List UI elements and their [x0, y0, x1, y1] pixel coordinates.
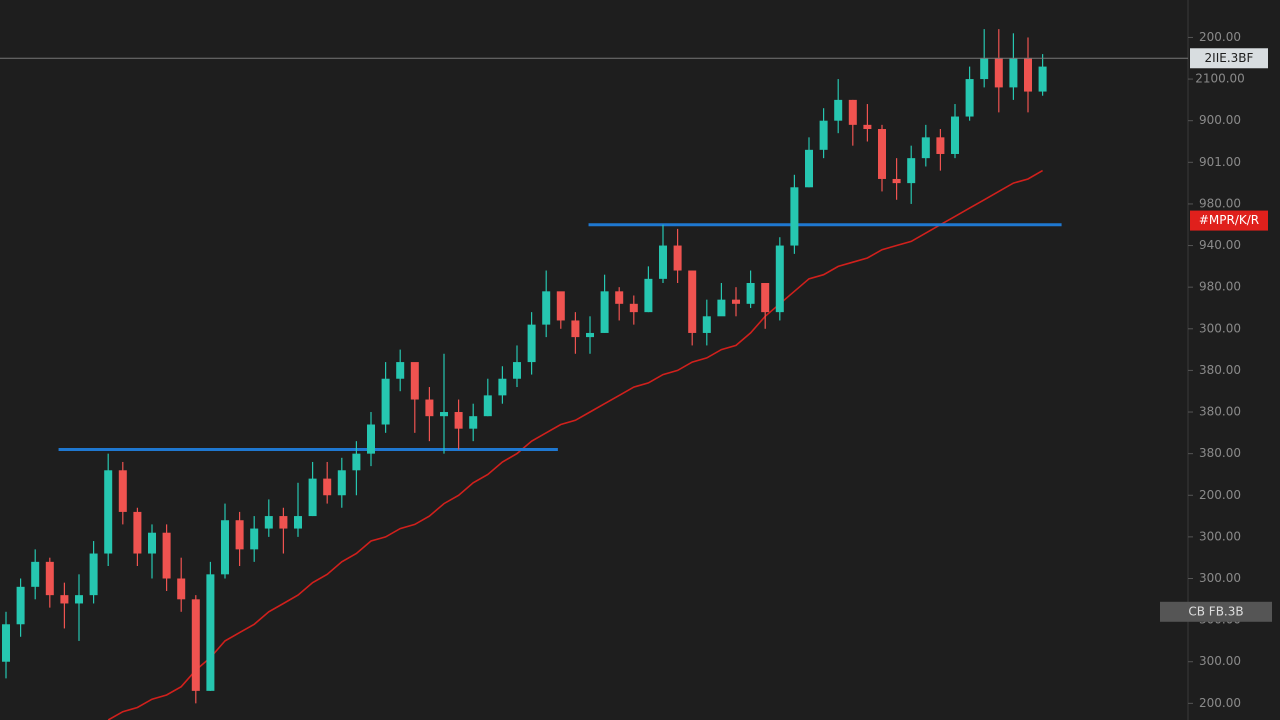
candle-body	[177, 578, 186, 600]
candle-body	[994, 58, 1003, 88]
candle-body	[629, 303, 638, 313]
y-tick-label: 980.00	[1199, 196, 1241, 210]
candle-body	[425, 399, 434, 417]
candle-body	[1024, 58, 1032, 92]
y-tick-label: 380.00	[1199, 363, 1241, 377]
y-tick-label: 300.00	[1199, 571, 1241, 585]
candle-body	[396, 362, 405, 379]
candle-body	[454, 412, 463, 429]
candle-body	[235, 520, 244, 550]
candle-body	[556, 291, 565, 321]
candle-body	[878, 129, 886, 179]
candle-body	[89, 553, 98, 596]
candle-body	[586, 332, 594, 338]
candle-body	[600, 291, 609, 333]
y-tick-label: 900.00	[1199, 113, 1241, 127]
candle-body	[1038, 66, 1047, 92]
candle-body	[732, 299, 740, 304]
candle-body	[337, 470, 346, 496]
candle-body	[863, 124, 872, 130]
candle-body	[264, 516, 273, 529]
y-tick-label: 901.00	[1199, 155, 1241, 169]
candle-body	[775, 245, 784, 313]
candle-body	[834, 99, 843, 121]
candle-body	[483, 395, 492, 417]
candle-body	[805, 149, 813, 188]
candle-body	[688, 270, 697, 333]
candle-body	[702, 316, 711, 333]
candle-body	[498, 378, 507, 396]
candle-body	[31, 561, 40, 587]
candle-body	[191, 599, 200, 691]
candle-body	[659, 245, 667, 279]
y-tick-label: 300.00	[1199, 654, 1241, 668]
candle-body	[148, 532, 156, 554]
candle-body	[790, 187, 799, 246]
candle-body	[294, 516, 302, 529]
candle-body	[118, 470, 127, 512]
price-tag	[1190, 48, 1268, 69]
y-tick-label: 2100.00	[1195, 72, 1245, 86]
candle-body	[644, 278, 653, 313]
candle-body	[513, 362, 521, 379]
candle-body	[1009, 58, 1018, 88]
candle-body	[819, 120, 828, 150]
candle-body	[965, 79, 974, 117]
candle-body	[60, 595, 69, 604]
candle-body	[848, 99, 857, 125]
price-tag-label: CB FB.3B	[1188, 604, 1243, 618]
y-tick-label: 300.00	[1199, 321, 1241, 335]
y-tick-label: 380.00	[1199, 405, 1241, 419]
candle-body	[410, 362, 419, 400]
candle-body	[542, 291, 551, 325]
candle-body	[527, 324, 536, 363]
candle-body	[761, 283, 770, 313]
candle-body	[936, 137, 945, 154]
candle-body	[615, 291, 624, 304]
moving-average	[107, 169, 1043, 720]
y-tick-label: 200.00	[1199, 488, 1241, 502]
price-tag-label: #MPR/K/R	[1199, 213, 1259, 227]
candle-body	[279, 516, 288, 529]
candle-body	[892, 178, 901, 184]
candle-body	[746, 283, 755, 304]
candle-body	[162, 532, 171, 579]
candle-body	[352, 453, 361, 471]
candle-body	[2, 624, 10, 662]
candle-body	[323, 478, 332, 496]
candle-body	[16, 586, 25, 625]
candle-body	[717, 299, 726, 317]
candle-body	[381, 378, 390, 425]
y-tick-label: 200.00	[1199, 696, 1241, 710]
candle-body	[133, 511, 142, 554]
y-tick-label: 940.00	[1199, 238, 1241, 252]
candle-body	[921, 137, 930, 159]
candle-body	[907, 158, 916, 184]
price-tag	[1160, 601, 1272, 622]
y-tick-label: 300.00	[1199, 529, 1241, 543]
candle-body	[469, 416, 478, 429]
candle-body	[308, 478, 317, 517]
candle-body	[571, 320, 580, 338]
candle-body	[250, 528, 259, 550]
candle-body	[45, 561, 54, 596]
candle-body	[951, 116, 959, 154]
candle-body	[367, 424, 375, 454]
y-tick-label: 980.00	[1199, 280, 1241, 294]
y-tick-label: 380.00	[1199, 446, 1241, 460]
price-tag-label: 2IIE.3BF	[1205, 51, 1254, 65]
candle-body	[673, 245, 682, 271]
candle-body	[75, 595, 83, 604]
candle-body	[440, 412, 448, 417]
candle-body	[980, 58, 989, 80]
candle-body	[206, 574, 215, 691]
candle-body	[221, 520, 229, 575]
candle-body	[104, 470, 113, 554]
y-tick-label: 200.00	[1199, 30, 1241, 44]
price-tag	[1190, 210, 1268, 231]
